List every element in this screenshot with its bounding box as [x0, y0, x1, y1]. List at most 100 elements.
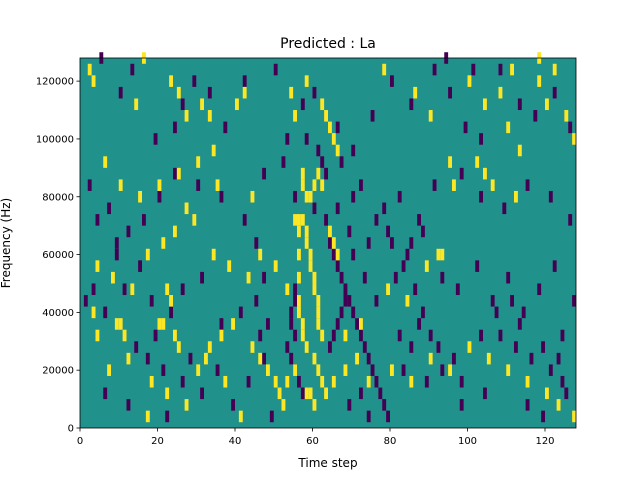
heatmap-cell-high	[297, 271, 301, 284]
heatmap-cell-low	[293, 295, 297, 307]
heatmap-cell-low	[289, 352, 294, 365]
heatmap-cell-low	[331, 248, 336, 261]
heatmap-cell-low	[568, 214, 573, 226]
heatmap-cell-high	[227, 260, 232, 272]
chart-title: Predicted : La	[280, 36, 376, 52]
heatmap-cell-high	[304, 387, 309, 400]
heatmap-cell-low	[320, 156, 325, 168]
heatmap-cell-high	[316, 167, 321, 180]
heatmap-cell-high	[250, 341, 255, 353]
heatmap-cell-low	[397, 329, 402, 342]
heatmap-cell-low	[409, 341, 414, 353]
heatmap-cell-low	[560, 375, 565, 388]
heatmap-cell-low	[479, 329, 483, 342]
heatmap-cell-high	[169, 295, 173, 307]
heatmap-cell-low	[417, 214, 421, 226]
heatmap-cell-low	[432, 63, 437, 76]
heatmap-cell-low	[517, 98, 522, 111]
heatmap-cell-low	[417, 318, 421, 330]
x-tick-label: 40	[229, 436, 242, 447]
heatmap-cell-low	[231, 399, 235, 411]
heatmap-cell-low	[463, 121, 468, 134]
heatmap-cell-low	[471, 63, 476, 76]
heatmap-cell-low	[180, 98, 185, 111]
heatmap-cell-low	[459, 399, 464, 411]
heatmap-cell-low	[246, 375, 251, 388]
heatmap-cell-high	[486, 352, 491, 365]
heatmap-cell-low	[153, 329, 158, 342]
heatmap-cell-high	[176, 341, 181, 353]
y-tick-label: 100000	[36, 134, 74, 145]
x-axis: 0 20 40 60 80 100 120	[77, 428, 555, 447]
heatmap-cell-low	[145, 352, 150, 365]
heatmap-cell-low	[351, 190, 356, 203]
heatmap-cell-low	[506, 271, 511, 284]
heatmap-cell-high	[409, 375, 414, 388]
heatmap-cell-high	[165, 387, 170, 400]
heatmap-cell-low	[192, 75, 197, 87]
heatmap-cell-high	[300, 318, 305, 330]
heatmap-cell-low	[285, 133, 290, 145]
heatmap-cell-high	[273, 260, 278, 272]
heatmap-cell-low	[424, 375, 429, 388]
heatmap-cell-low	[521, 306, 526, 319]
heatmap-cell-low	[448, 86, 452, 99]
heatmap-cell-low	[293, 329, 297, 342]
x-tick-label: 100	[458, 436, 477, 447]
heatmap-cell-low	[351, 248, 356, 261]
heatmap-cell-high	[448, 364, 452, 376]
heatmap-cell-high	[537, 75, 542, 87]
heatmap-cell-high	[366, 375, 371, 388]
heatmap-cell-high	[204, 352, 208, 365]
heatmap-cell-high	[312, 271, 317, 284]
heatmap-cell-high	[552, 63, 557, 76]
y-tick-label: 20000	[42, 366, 74, 377]
heatmap-cell-low	[370, 364, 375, 376]
heatmap-cell-high	[316, 306, 321, 319]
heatmap-cell-low	[242, 214, 247, 226]
heatmap-cell-high	[114, 318, 119, 330]
heatmap-cell-high	[304, 190, 309, 203]
heatmap-cell-high	[343, 364, 348, 376]
heatmap-cell-high	[176, 86, 181, 99]
heatmap-cell-high	[483, 167, 487, 180]
x-tick-label: 0	[77, 436, 83, 447]
heatmap-cell-high	[525, 375, 530, 388]
heatmap-cell-low	[533, 110, 538, 122]
heatmap-cell-low	[242, 75, 247, 87]
heatmap-cell-high	[266, 364, 270, 376]
heatmap-cell-low	[351, 306, 356, 319]
heatmap-cell-high	[331, 375, 336, 388]
heatmap-cell-low	[390, 75, 394, 87]
heatmap-cell-low	[517, 318, 522, 330]
heatmap-cell-low	[359, 329, 363, 342]
heatmap-cell-high	[320, 179, 325, 191]
heatmap-cell-high	[134, 98, 139, 111]
x-tick-label: 80	[384, 436, 397, 447]
heatmap-cell-low	[328, 341, 332, 353]
heatmap-cell-high	[111, 271, 115, 284]
heatmap-cell-low	[541, 410, 545, 423]
heatmap-cell-low	[114, 248, 119, 261]
heatmap-cell-low	[207, 86, 212, 99]
heatmap-cell-low	[304, 133, 309, 145]
heatmap-cell-low	[366, 410, 371, 423]
heatmap-cell-high	[300, 179, 305, 191]
heatmap-cell-low	[455, 283, 460, 296]
heatmap-cell-low	[428, 329, 433, 342]
heatmap-cell-low	[312, 202, 317, 215]
heatmap-cell-high	[277, 387, 282, 400]
heatmap-cell-high	[320, 329, 325, 342]
heatmap-cell-high	[316, 318, 321, 330]
heatmap-cell-high	[517, 144, 522, 157]
heatmap-cell-low	[362, 341, 367, 353]
heatmap-cell-high	[95, 260, 100, 272]
heatmap-cell-low	[165, 410, 170, 423]
heatmap-cell-low	[262, 271, 266, 284]
heatmap-cell-low	[347, 399, 352, 411]
plot-frame	[79, 57, 577, 429]
heatmap-cell-low	[180, 283, 185, 296]
heatmap-cell-low	[541, 341, 545, 353]
heatmap-cell-high	[297, 248, 301, 261]
heatmap-cell-high	[514, 190, 518, 203]
